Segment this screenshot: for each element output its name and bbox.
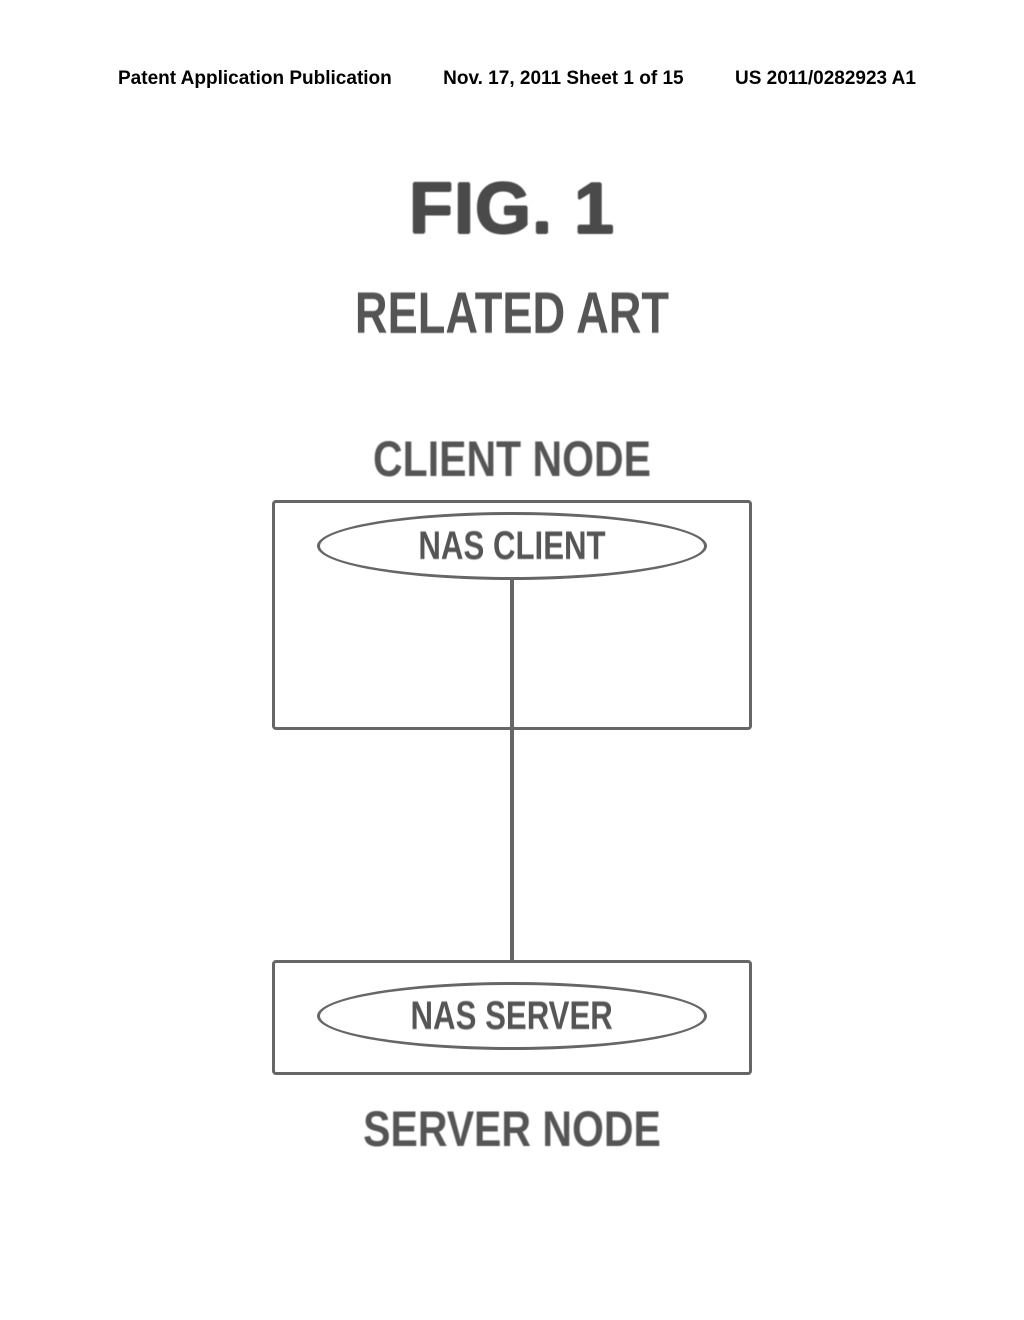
nas-client-ellipse: NAS CLIENT bbox=[317, 512, 707, 580]
client-node-label: CLIENT NODE bbox=[373, 430, 651, 488]
nas-client-text: NAS CLIENT bbox=[418, 524, 605, 569]
patent-header: Patent Application Publication Nov. 17, … bbox=[0, 68, 1024, 90]
header-center: Nov. 17, 2011 Sheet 1 of 15 bbox=[443, 68, 683, 90]
server-node-label: SERVER NODE bbox=[363, 1100, 661, 1158]
connector-between-nodes bbox=[510, 730, 514, 982]
header-right: US 2011/0282923 A1 bbox=[735, 68, 916, 90]
header-left: Patent Application Publication bbox=[118, 68, 392, 90]
connector-inner bbox=[510, 580, 514, 728]
nas-server-ellipse: NAS SERVER bbox=[317, 982, 707, 1050]
figure-subtitle: RELATED ART bbox=[355, 280, 669, 347]
nas-server-text: NAS SERVER bbox=[411, 994, 613, 1039]
figure-title: FIG. 1 bbox=[409, 168, 615, 250]
network-diagram: NAS CLIENT NAS SERVER bbox=[272, 500, 752, 1090]
